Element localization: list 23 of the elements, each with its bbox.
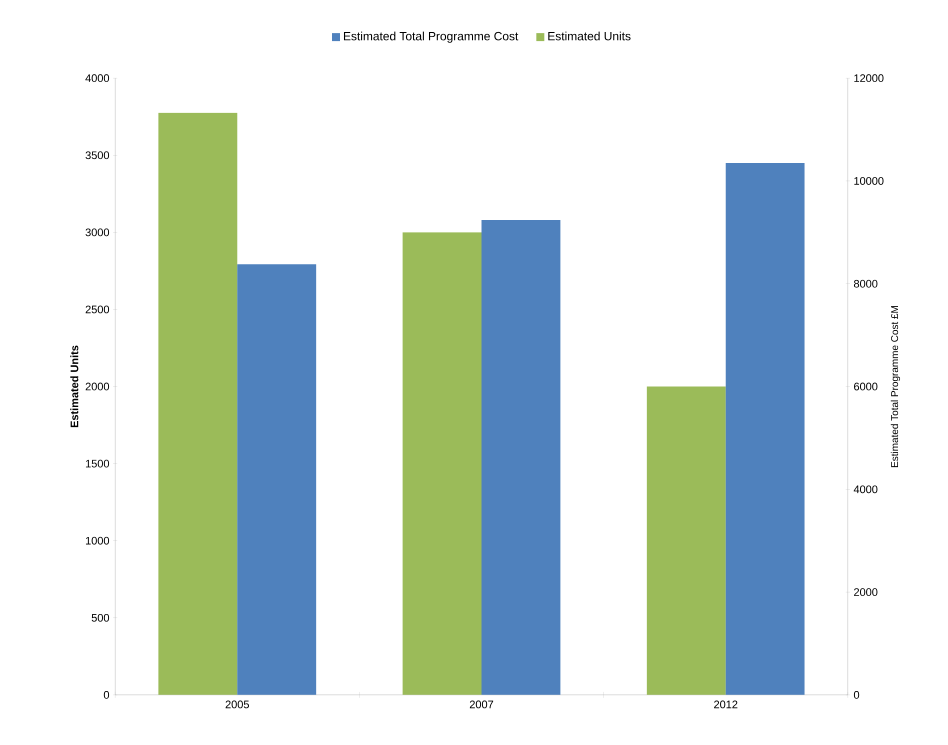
- y-tick-label: 500: [92, 614, 110, 622]
- y-tick-label: 4000: [85, 74, 110, 82]
- y-tick-label: 2500: [86, 306, 110, 314]
- y2-axis-title: Estimated Total Programme Cost £M: [890, 306, 900, 468]
- y-tick-label: 2000: [86, 382, 110, 390]
- y-tick-label: 1500: [86, 460, 110, 468]
- legend-label: Estimated Total Programme Cost: [344, 32, 518, 43]
- y-tick-label: 1000: [86, 536, 110, 545]
- legend-label: Estimated Units: [548, 32, 631, 40]
- y2-tick-label: 10000: [854, 177, 884, 185]
- y2-tick-label: 4000: [854, 485, 878, 494]
- y-tick-label: 0: [104, 691, 110, 699]
- y2-tick-label: 12000: [854, 74, 884, 82]
- x-tick-label: 2007: [470, 700, 494, 708]
- x-tick-label: 2005: [226, 700, 249, 708]
- y2-tick-label: 0: [854, 691, 860, 699]
- y2-tick-label: 8000: [854, 280, 878, 288]
- y-tick-label: 3500: [86, 151, 110, 160]
- x-tick-label: 2012: [714, 700, 738, 708]
- y2-tick-label: 6000: [854, 382, 878, 390]
- y-axis-title: Estimated Units: [70, 346, 78, 428]
- y-tick-label: 3000: [86, 228, 110, 236]
- y2-tick-label: 2000: [854, 588, 878, 596]
